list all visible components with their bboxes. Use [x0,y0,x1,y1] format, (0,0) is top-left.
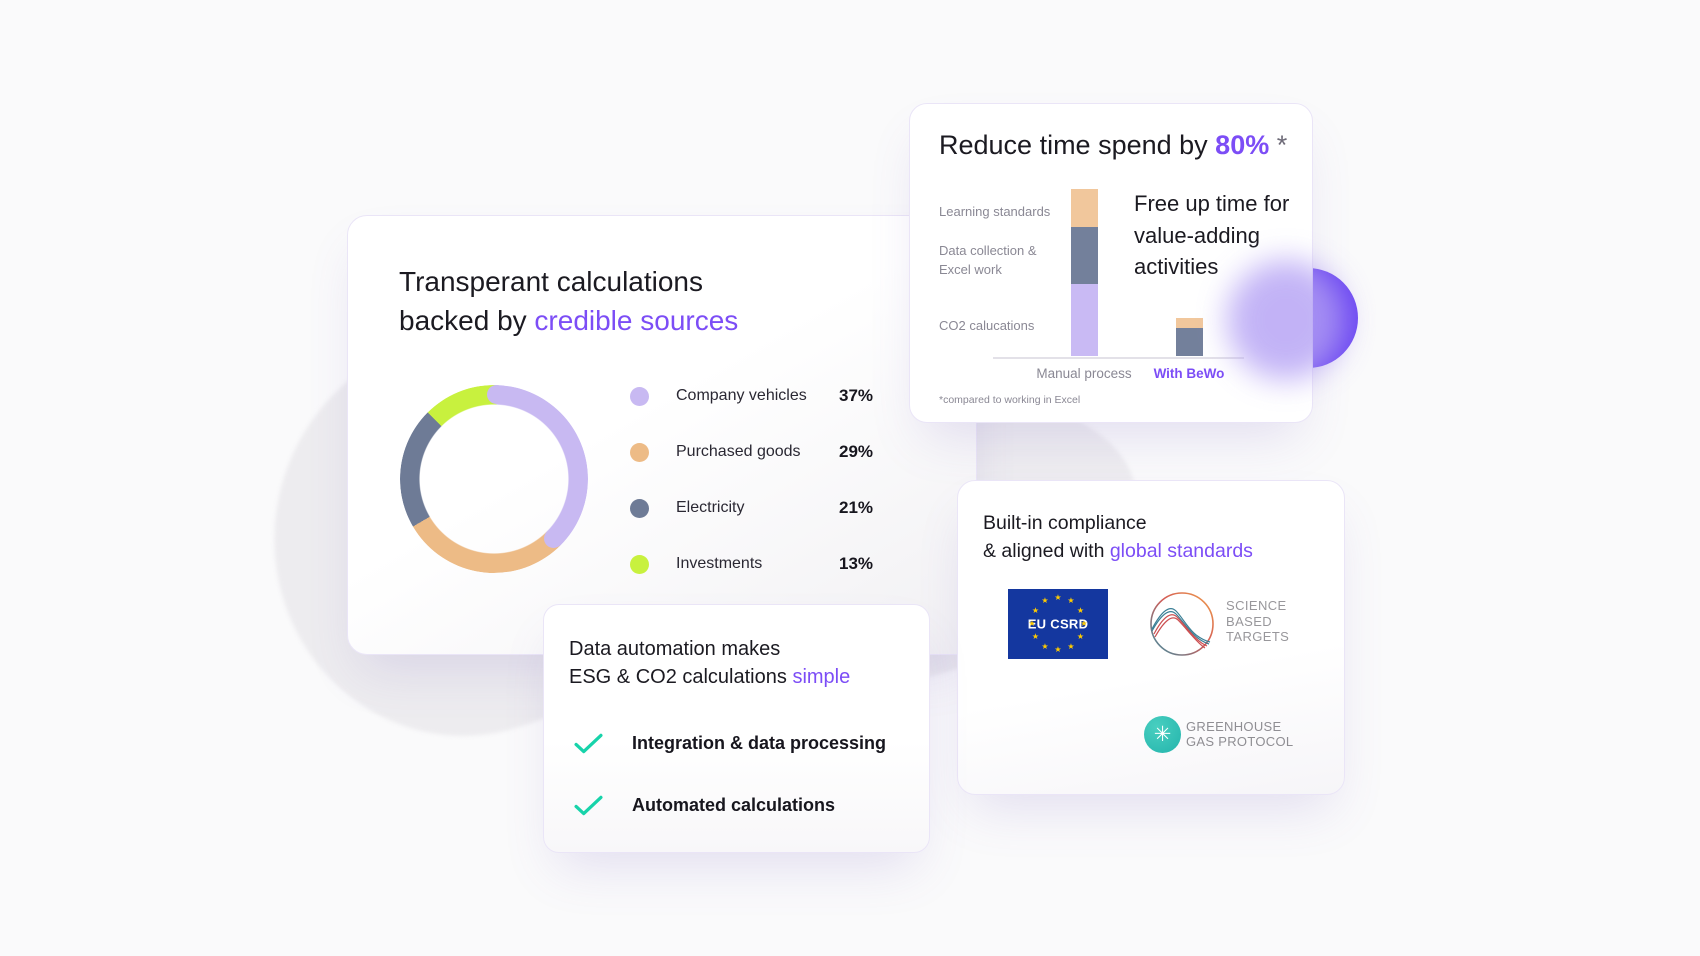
star-icon: ★ [1041,596,1049,606]
ghg-line2: GAS PROTOCOL [1186,734,1294,749]
star-icon: ★ [1031,606,1040,615]
star-icon: ★ [1054,645,1062,654]
title-line1: Transperant calculations [399,266,704,297]
star-icon: ★ [1076,632,1085,641]
legend-value: 29% [839,442,874,461]
eu-csrd-flag-icon: EU CSRD ★ ★ ★ ★ ★ ★ ★ ★ ★ ★ ★ ★ [1008,589,1108,659]
ghg-line1: GREENHOUSE [1186,719,1282,734]
sbt-line1: SCIENCE [1226,598,1287,613]
greenhouse-gas-protocol-label: GREENHOUSE GAS PROTOCOL [1186,719,1293,749]
bar-manual-process [1071,189,1098,356]
star-icon: ★ [1054,593,1062,602]
feature-label: Automated calculations [632,794,836,815]
sbt-line2: BASED [1226,613,1273,629]
eu-csrd-label: EU CSRD [1027,616,1089,632]
reduce-time-card: Reduce time spend by 80% * Learning stan… [909,103,1313,423]
bar-segment [1176,328,1203,356]
feature-label: Integration & data processing [632,732,887,753]
title-line2-prefix: backed by [399,305,535,336]
donut-legend: Company vehicles 37% Purchased goods 29% Ele… [630,216,950,654]
card-title: Data automation makes ESG & CO2 calculati… [569,635,850,691]
bar-label-co2: CO2 calucations [939,318,1035,333]
title-line2-highlight: global standards [1109,539,1253,562]
greenhouse-gas-protocol-icon: ✳ [1144,716,1181,753]
x-axis [993,357,1244,359]
title-highlight: 80% [1215,130,1270,160]
legend-row: Electricity 21% [630,496,873,520]
legend-dot-icon [630,498,649,518]
free-up-time-text: Free up time for value-adding activities [1134,191,1290,279]
legend-value: 13% [839,554,874,573]
bar-segment [1071,284,1098,356]
data-automation-card: Data automation makes ESG & CO2 calculati… [543,604,930,853]
x-label-bewo: With BeWo [1153,366,1225,381]
checkmark-icon [574,795,603,815]
star-icon: ★ [1076,606,1085,615]
star-icon: ★ [1067,596,1075,606]
bar-segment [1071,227,1098,284]
title-line1: Data automation makes [569,638,781,660]
title-line2-prefix: ESG & CO2 calculations [569,666,793,688]
card-title: Transperant calculations backed by credib… [399,262,738,340]
transparent-calculations-card: Transperant calculations backed by credib… [347,215,977,655]
bar-segment [1071,189,1098,227]
legend-row: Purchased goods 29% [630,440,873,464]
star-icon: ★ [1028,619,1036,628]
star-icon: ★ [1041,641,1049,651]
legend-dot-icon [630,386,649,406]
title-line2-prefix: & aligned with [983,539,1110,562]
legend-dot-icon [630,554,649,574]
bar-with-bewo [1176,318,1203,356]
feature-item: Integration & data processing [574,731,886,755]
star-icon: ★ [1067,641,1075,651]
legend-label: Purchased goods [676,443,801,460]
bar-label-learning: Learning standards [939,204,1051,219]
bar-segment [1176,318,1203,328]
legend-row: Company vehicles 37% [630,384,873,408]
science-based-targets-label: SCIENCE BASED TARGETS [1226,598,1289,645]
legend-value: 21% [839,498,874,517]
donut-segment-cap [544,529,564,549]
donut-segment-cap [487,385,507,405]
feature-item: Automated calculations [574,793,835,817]
star-icon: ★ [1031,632,1040,641]
legend-label: Company vehicles [676,387,807,404]
title-prefix: Reduce time spend by [939,130,1216,160]
donut-chart [400,385,588,573]
legend-dot-icon [630,442,649,462]
legend-row: Investments 13% [630,552,873,576]
title-line2-highlight: credible sources [534,305,739,336]
card-title: Reduce time spend by 80% * [939,127,1287,163]
footnote: *compared to working in Excel [939,394,1081,406]
title-line2-highlight: simple [792,666,851,688]
x-label-manual: Manual process [1036,366,1132,381]
star-icon: ★ [1080,619,1088,628]
compliance-card: Built-in compliance & aligned with global… [957,480,1345,795]
title-line1: Built-in compliance [983,512,1147,534]
card-title: Built-in compliance & aligned with global… [983,510,1253,565]
legend-value: 37% [839,386,874,405]
science-based-targets-icon [1150,592,1214,656]
title-asterisk: * [1269,130,1288,160]
ghg-burst-glyph: ✳ [1153,723,1172,746]
bar-label-data-collection: Data collection & Excel work [939,243,1037,277]
legend-label: Electricity [676,499,745,516]
checkmark-icon [574,733,603,753]
sbt-line3: TARGETS [1226,629,1290,644]
legend-label: Investments [676,555,763,572]
